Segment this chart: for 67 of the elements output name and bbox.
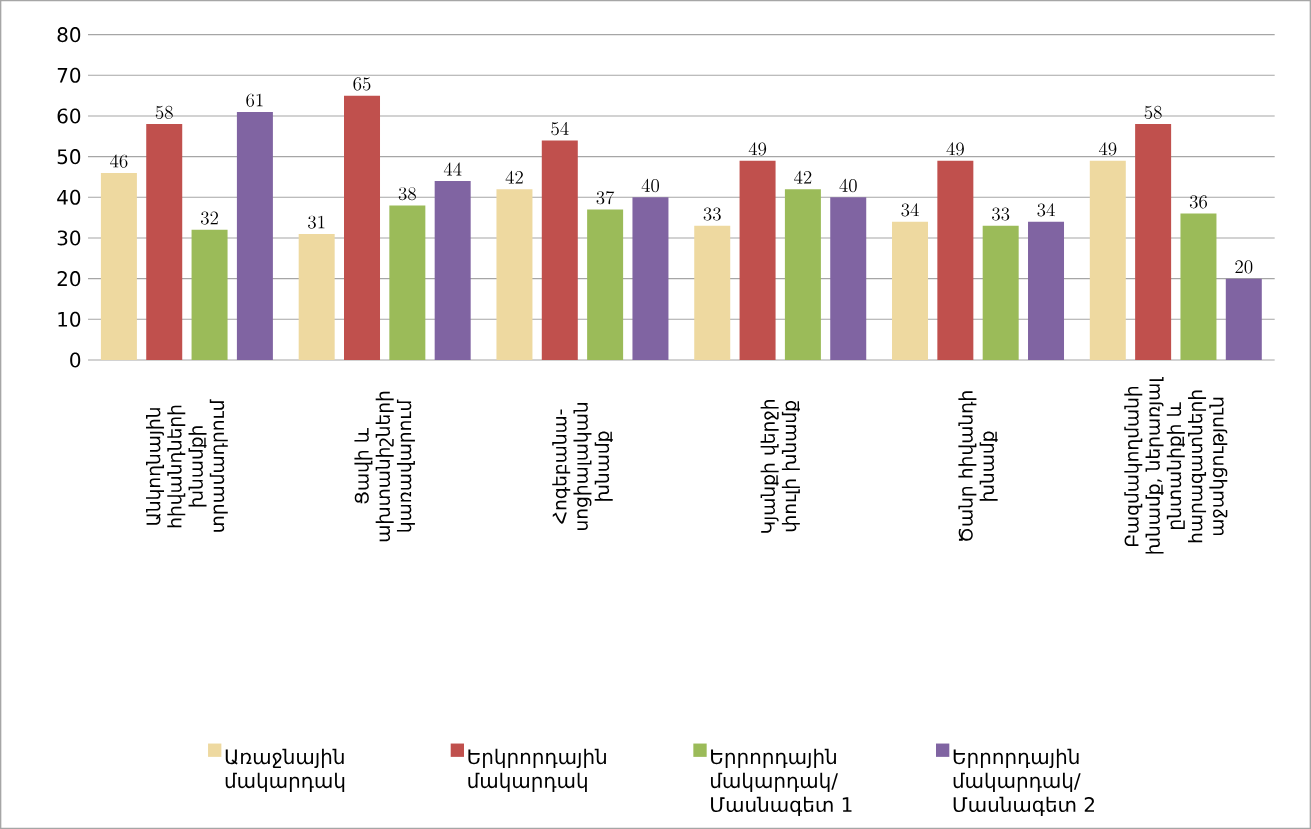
bar xyxy=(830,197,867,360)
data-label: 31 xyxy=(308,215,325,229)
data-label: 33 xyxy=(703,207,721,221)
legend-label: Առաջնային մակարդակ xyxy=(225,748,345,793)
data-label: 61 xyxy=(246,93,263,107)
bar xyxy=(389,205,426,360)
x-tick-label: Կյանքի վերջի փուլի խնամք xyxy=(760,400,800,533)
data-label: 42 xyxy=(505,170,523,184)
bar xyxy=(1225,278,1262,360)
data-label: 33 xyxy=(992,207,1010,221)
bar xyxy=(784,189,821,360)
data-label: 49 xyxy=(748,142,767,156)
bar xyxy=(632,197,669,360)
bar xyxy=(1089,160,1126,360)
data-label: 32 xyxy=(200,211,218,225)
bar xyxy=(892,221,929,360)
bar xyxy=(236,111,273,360)
bar xyxy=(434,181,471,360)
bar xyxy=(496,189,533,360)
data-label: 49 xyxy=(946,142,964,156)
data-label: 36 xyxy=(1189,195,1208,209)
y-tick-label: 10 xyxy=(58,311,81,327)
y-tick-label: 30 xyxy=(57,230,81,246)
data-label: 37 xyxy=(596,191,615,205)
data-label: 34 xyxy=(1037,203,1055,217)
y-tick-label: 20 xyxy=(57,271,81,287)
legend-label: Երկրորդային մակարդակ xyxy=(468,748,606,793)
y-tick-label: 40 xyxy=(57,189,81,205)
y-tick-label: 80 xyxy=(57,27,81,43)
x-tick-label: Ցավի և ախտանիշների կառավարում xyxy=(354,391,415,542)
bar xyxy=(1180,213,1217,360)
bar xyxy=(982,225,1019,360)
x-tick-label: Բազմակողմանի խնամք, ներառյալ ընտանիքի և հարազատների աջակցություն xyxy=(1124,377,1228,554)
bar xyxy=(191,229,228,360)
legend-label: Երրորդային մակարդակ/ Մասնագետ 2 xyxy=(953,748,1094,816)
x-tick-label: Անկողնային հիվանդների խնամքի տրամադրում xyxy=(146,399,228,532)
bar xyxy=(587,209,624,360)
x-tick-label: Ծանր հիվանդի խնամք xyxy=(958,391,998,541)
data-label: 42 xyxy=(794,170,812,184)
bar xyxy=(1028,221,1065,360)
bar xyxy=(100,172,137,360)
bar xyxy=(739,160,776,360)
legend-label: Երրորդային մակարդակ/ Մասնագետ 1 xyxy=(711,748,852,816)
data-label: 40 xyxy=(641,178,660,193)
data-label: 34 xyxy=(901,203,919,217)
data-label: 44 xyxy=(443,162,462,176)
data-label: 46 xyxy=(110,154,128,168)
data-label: 40 xyxy=(839,178,857,193)
data-label: 54 xyxy=(551,121,569,136)
bar xyxy=(146,124,183,360)
y-tick-label: 0 xyxy=(70,352,81,368)
y-tick-label: 50 xyxy=(57,149,81,165)
data-label: 20 xyxy=(1235,260,1253,274)
data-label: 58 xyxy=(1144,105,1162,119)
y-tick-label: 60 xyxy=(57,108,81,124)
x-tick-label: Հոգեբանա-սոցիալական խնամք xyxy=(552,403,613,530)
bar xyxy=(937,160,974,360)
bar xyxy=(694,225,731,360)
data-label: 49 xyxy=(1098,142,1117,156)
data-label: 58 xyxy=(155,105,173,119)
y-tick-label: 70 xyxy=(57,67,81,83)
data-label: 65 xyxy=(353,77,371,91)
bar xyxy=(1135,124,1172,360)
bar xyxy=(541,140,578,360)
data-label: 38 xyxy=(398,187,416,201)
bar xyxy=(344,95,381,360)
bar xyxy=(298,233,335,360)
